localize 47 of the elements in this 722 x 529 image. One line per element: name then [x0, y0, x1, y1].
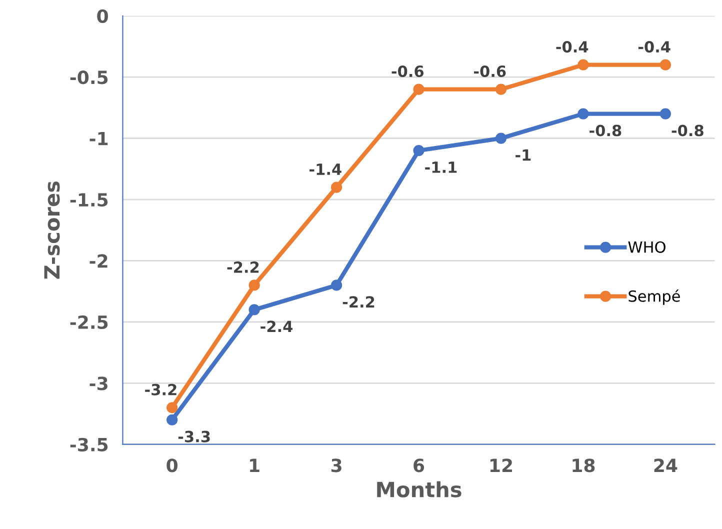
- x-tick-label: 24: [654, 458, 678, 472]
- data-label: -0.8: [590, 124, 622, 136]
- x-tick-label: 6: [414, 458, 424, 472]
- point: [660, 59, 671, 70]
- point: [578, 108, 589, 120]
- point: [578, 59, 589, 70]
- x-axis-title: Months: [377, 481, 462, 498]
- y-axis-title: Z-scores: [44, 181, 60, 279]
- data-label: -0.4: [556, 41, 588, 53]
- y-tick-label: -1.5: [70, 193, 108, 207]
- y-tick-label: -0.5: [70, 70, 108, 84]
- y-tick-label: -3.5: [70, 438, 108, 452]
- x-tick-label: 0: [166, 458, 178, 472]
- data-label: -0.4: [638, 41, 670, 53]
- y-tick-label: 0: [97, 9, 108, 23]
- data-label: -2.4: [260, 320, 293, 332]
- point: [166, 402, 178, 414]
- data-label: -0.8: [672, 124, 704, 136]
- x-tick-label: 12: [490, 458, 512, 472]
- data-label: -1.4: [310, 164, 342, 175]
- point: [166, 414, 178, 426]
- point: [413, 144, 424, 156]
- y-tick-label: -1: [90, 132, 108, 146]
- point: [413, 84, 424, 95]
- legend-label: Sempé: [628, 289, 680, 305]
- point: [330, 182, 342, 193]
- point: [248, 304, 260, 316]
- x-tick-label: 3: [331, 458, 342, 472]
- data-label: -0.6: [392, 66, 424, 78]
- point: [495, 132, 507, 144]
- x-tick-label: 18: [572, 458, 595, 472]
- y-tick-label: -2.5: [70, 315, 108, 330]
- y-tick-label: -2: [90, 254, 108, 268]
- point: [660, 108, 671, 120]
- y-tick-label: -3: [90, 376, 108, 390]
- point: [495, 84, 507, 95]
- data-label: -3.2: [145, 384, 176, 396]
- data-label: -1: [516, 149, 531, 161]
- x-tick-label: 1: [250, 458, 260, 472]
- data-label: -3.3: [178, 430, 210, 442]
- point: [330, 280, 342, 291]
- data-label: -2.2: [227, 261, 259, 273]
- point: [248, 280, 260, 291]
- data-label: -1.1: [425, 162, 457, 173]
- data-label: -0.6: [474, 66, 506, 78]
- legend-label: WHO: [628, 241, 666, 253]
- data-label: -2.2: [342, 296, 374, 308]
